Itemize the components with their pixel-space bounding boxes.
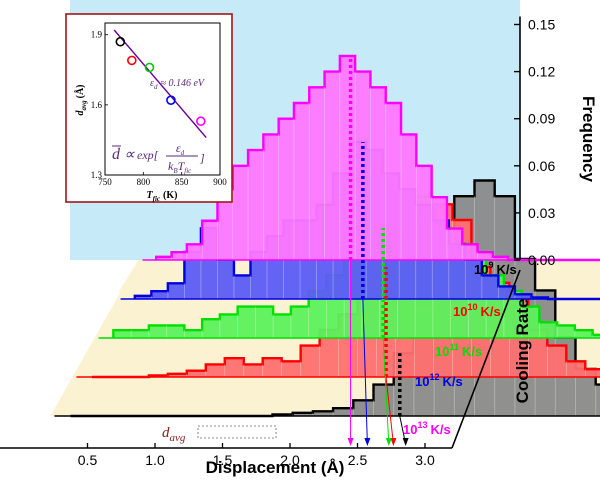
davg-projection xyxy=(382,337,390,445)
rate-label-unit: K/s xyxy=(430,422,450,437)
inset-formula-den-t: T xyxy=(178,159,186,173)
inset-y-label-main: d xyxy=(75,110,86,116)
x-tick-label: 0.5 xyxy=(78,452,98,468)
inset-y-tick-label: 1.9 xyxy=(91,30,103,40)
rate-label-base: 10 xyxy=(403,422,417,437)
inset-point xyxy=(115,36,126,47)
rate-label-unit: K/s xyxy=(462,344,482,359)
inset-y-label: davg(Å) xyxy=(74,85,88,116)
inset-x-tick-label: 750 xyxy=(98,177,112,187)
inset-formula-den-fic: fic xyxy=(184,167,192,175)
y-tick-label: 0.03 xyxy=(528,205,555,221)
davg-label-main: d xyxy=(162,425,170,441)
inset-formula-propto: ∝ xyxy=(124,147,135,163)
x-tick-label: 1.5 xyxy=(213,452,233,468)
inset-point xyxy=(166,95,176,105)
inset-eps-annotation: εd ≈ 0.146 eV xyxy=(150,78,206,91)
davg-lines: davg xyxy=(162,55,409,446)
inset-formula-den-b: B xyxy=(173,167,178,175)
inset-x-tick-label: 900 xyxy=(213,177,227,187)
histogram-fill xyxy=(156,55,600,260)
rate-label: 1012 K/s xyxy=(415,372,463,389)
x-axis-title: Displacement (Å) xyxy=(206,458,345,477)
inset-eps-sub: d xyxy=(154,83,158,91)
y-tick-label: 0.12 xyxy=(528,64,555,80)
inset-y-label-unit: (Å) xyxy=(74,85,86,99)
inset-x-label-sub: fic xyxy=(153,195,160,203)
y-axis-title: Frequency xyxy=(579,96,598,183)
inset-formula-num-main: ε xyxy=(176,141,181,155)
inset-y-tick-label: 1.6 xyxy=(91,100,103,110)
inset-y-label-sub: avg xyxy=(80,100,88,111)
inset-formula-num-sub: d xyxy=(181,149,185,157)
davg-projection xyxy=(362,298,368,445)
histograms xyxy=(54,54,600,418)
x-tick-label: 3.0 xyxy=(415,452,435,468)
rate-label-base: 10 xyxy=(474,262,488,277)
davg-projection xyxy=(385,376,394,445)
rate-label-exp: 10 xyxy=(467,302,477,312)
inset-x-label: Tfic (K) xyxy=(147,190,178,203)
davg-arrow xyxy=(385,438,392,446)
davg-arrow xyxy=(402,438,409,446)
inset-x-label-unit: (K) xyxy=(163,190,177,201)
inset-formula-den-k: k xyxy=(168,159,174,173)
inset-frame xyxy=(65,13,233,203)
inset-eps-symbol: ε xyxy=(150,78,154,89)
displacement-axis: 0.5 1.0 1.5 2.0 2.5 3.0 xyxy=(0,269,521,468)
inset-y-tick-label: 1.3 xyxy=(91,170,103,180)
davg-bracket xyxy=(197,425,277,439)
rate-label-exp: 9 xyxy=(488,260,493,270)
inset-fit-line xyxy=(113,29,207,139)
y-tick-label: 0.00 xyxy=(528,252,555,268)
x-tick-label: 1.0 xyxy=(145,452,165,468)
inset-axes-box xyxy=(104,22,221,176)
rate-label: 109 K/s xyxy=(474,260,517,277)
rate-label-unit: K/s xyxy=(496,262,516,277)
inset-x-tick-label: 800 xyxy=(137,177,151,187)
davg-label: davg xyxy=(162,425,186,444)
inset-point xyxy=(144,62,155,73)
rate-label-base: 10 xyxy=(415,374,429,389)
rate-label-unit: K/s xyxy=(480,304,500,319)
rate-label-exp: 11 xyxy=(449,342,459,352)
davg-label-sub: avg xyxy=(170,432,186,444)
inset-formula-exp: exp[ xyxy=(137,148,160,162)
z-axis-line xyxy=(451,269,521,449)
inset-formula-close: ] xyxy=(199,151,205,165)
inset-x-tick-label: 850 xyxy=(175,177,189,187)
inset-formula-lhs: d xyxy=(112,146,121,163)
rate-label-exp: 12 xyxy=(429,372,439,382)
rate-label: 1010 K/s xyxy=(453,302,501,319)
rate-label-unit: K/s xyxy=(442,374,462,389)
y-tick-label: 0.06 xyxy=(528,158,555,174)
inset-x-label-main: T xyxy=(147,190,154,201)
y-tick-label: 0.09 xyxy=(528,111,555,127)
rate-label-base: 10 xyxy=(453,304,467,319)
inset-point xyxy=(127,55,137,66)
davg-arrow xyxy=(390,438,397,446)
frequency-axis: 0.00 0.03 0.06 0.09 0.12 0.15 xyxy=(514,16,555,268)
inset-point xyxy=(196,116,206,127)
inset-eps-value: ≈ 0.146 eV xyxy=(160,78,205,89)
rate-label-exp: 13 xyxy=(417,420,427,430)
z-axis-title: Cooling Rate xyxy=(513,299,532,404)
rate-label-base: 10 xyxy=(435,344,449,359)
rate-label: 1013 K/s xyxy=(403,420,451,437)
davg-arrow xyxy=(347,438,354,446)
x-tick-label: 2.5 xyxy=(348,452,368,468)
inset-formula-den: kBTfic xyxy=(168,159,192,175)
inset-formula-num: εd xyxy=(176,141,185,157)
x-tick-label: 2.0 xyxy=(280,452,300,468)
davg-arrow xyxy=(364,438,371,446)
rate-label: 1011 K/s xyxy=(435,342,482,359)
y-tick-label: 0.15 xyxy=(528,17,555,33)
